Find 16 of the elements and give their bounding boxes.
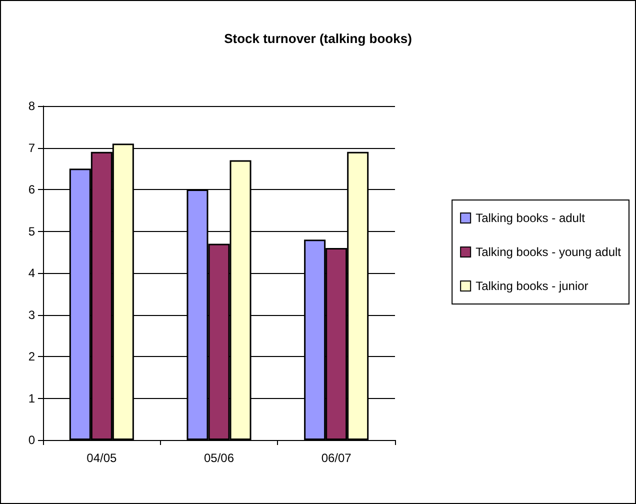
y-tick-label: 4	[28, 266, 36, 280]
y-tick-label: 6	[28, 182, 36, 196]
x-tick-label: 06/07	[321, 451, 352, 465]
y-tick-label: 2	[28, 350, 36, 364]
y-tick-label: 8	[28, 99, 36, 113]
y-tick-label: 1	[28, 391, 36, 406]
chart-title: Stock turnover (talking books)	[224, 31, 412, 46]
legend-label: Talking books - adult	[476, 211, 586, 225]
legend-label: Talking books - young adult	[476, 245, 622, 259]
y-tick-label: 0	[28, 433, 36, 447]
y-tick-label: 7	[28, 140, 36, 155]
y-tick-label: 3	[28, 308, 36, 322]
legend-label: Talking books - junior	[476, 279, 588, 293]
y-tick-label: 5	[28, 224, 36, 238]
x-tick-label: 05/06	[204, 451, 234, 465]
x-tick-label: 04/05	[86, 451, 118, 465]
